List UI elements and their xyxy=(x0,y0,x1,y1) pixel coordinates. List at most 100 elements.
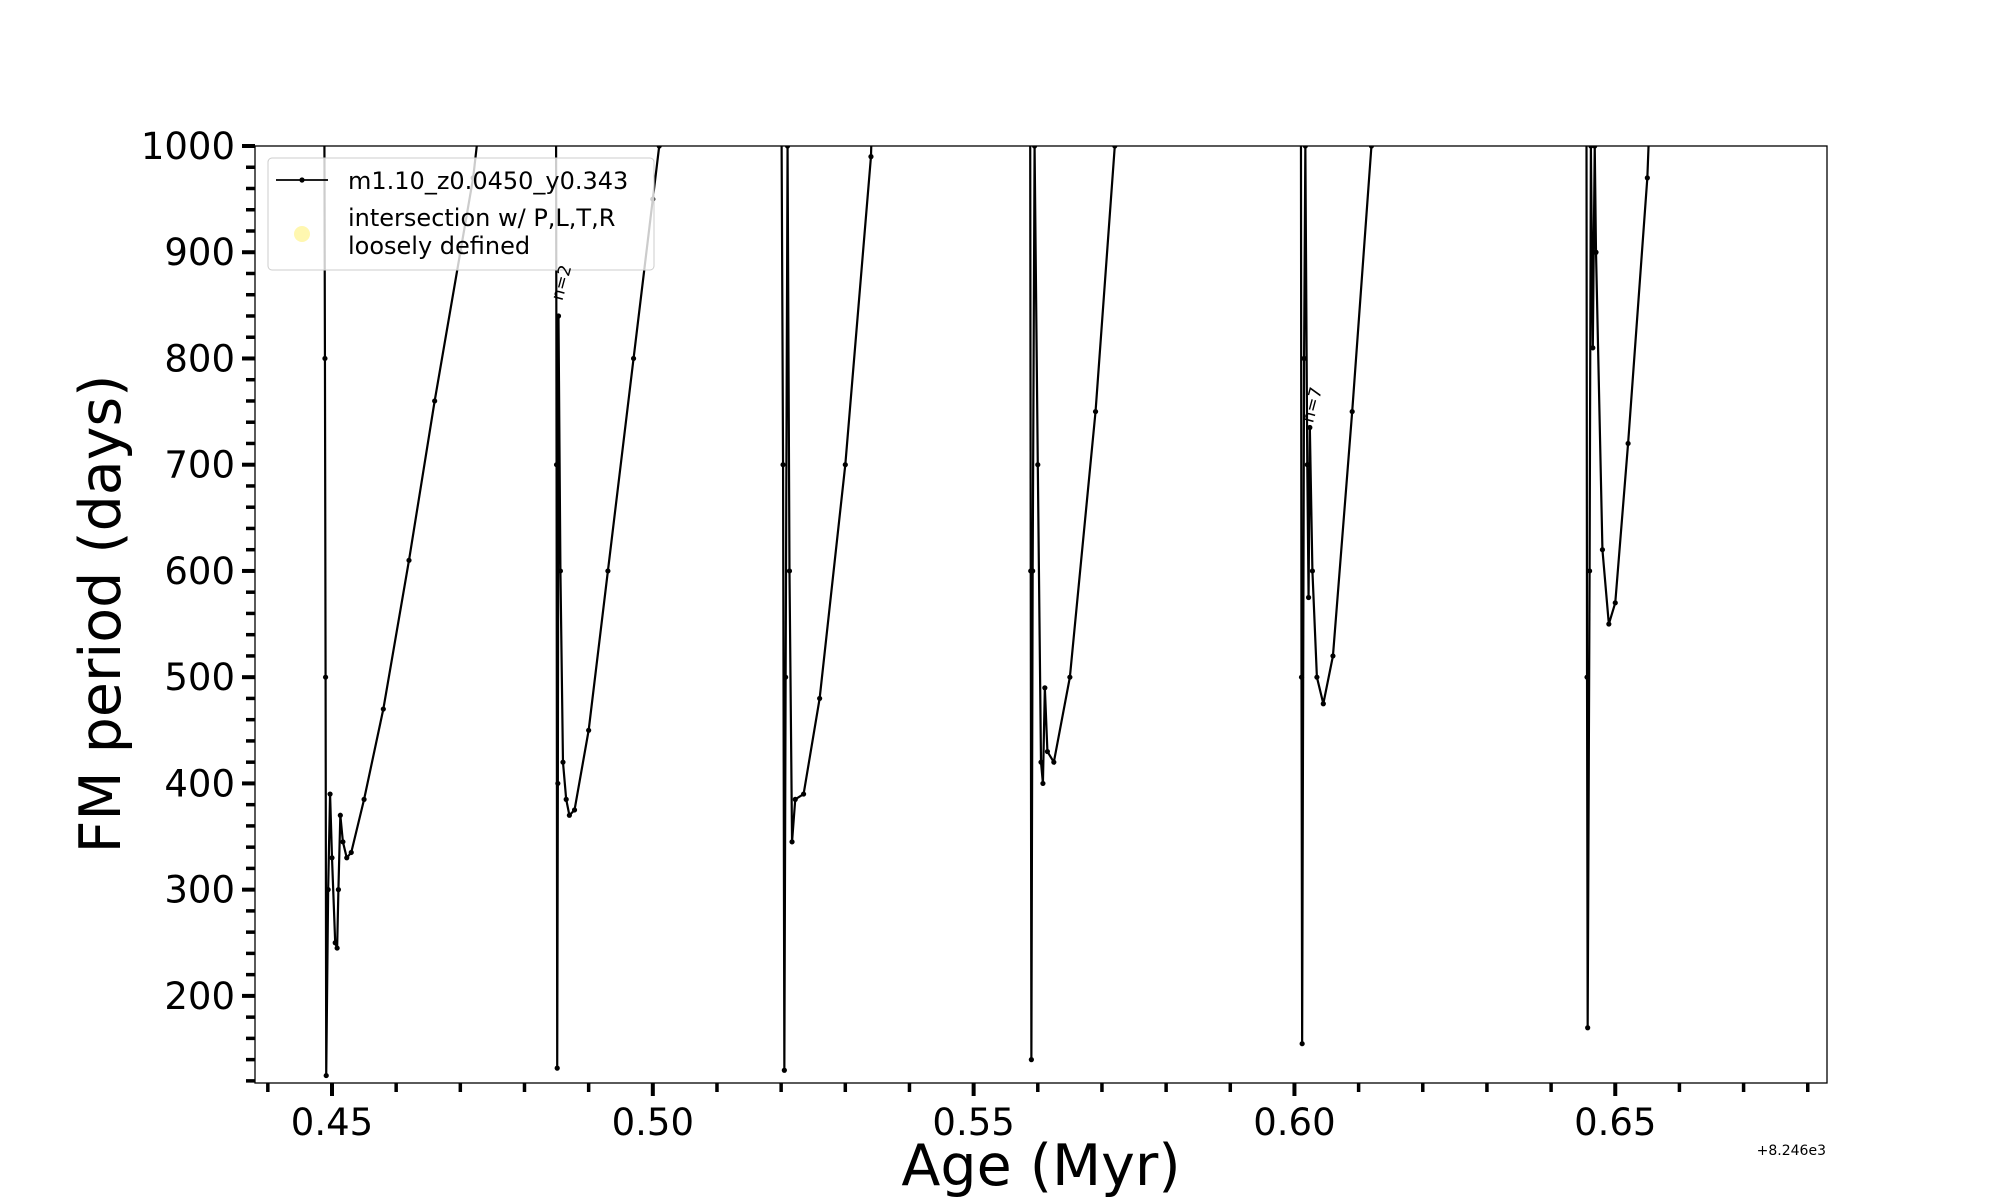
data-point xyxy=(1320,701,1326,707)
data-point xyxy=(322,674,329,680)
data-point xyxy=(1092,408,1099,415)
y-tick-label: 600 xyxy=(164,550,235,593)
data-point xyxy=(480,90,485,95)
data-point xyxy=(557,568,564,574)
data-point xyxy=(361,796,367,802)
data-point xyxy=(1612,600,1618,606)
y-tick-label: 500 xyxy=(164,656,235,699)
legend-marker xyxy=(299,177,305,183)
data-point xyxy=(322,355,328,362)
data-point xyxy=(656,146,662,149)
data-point xyxy=(789,839,795,845)
y-tick-label: 1000 xyxy=(141,125,235,168)
data-point xyxy=(566,812,573,818)
data-point xyxy=(800,791,807,797)
data-point xyxy=(553,37,558,42)
x-offset-label: +8.246e3 xyxy=(1757,1143,1826,1159)
data-point xyxy=(1588,146,1594,149)
data-point xyxy=(322,90,327,95)
data-point xyxy=(630,355,637,362)
legend-label: loosely defined xyxy=(348,232,530,260)
data-point xyxy=(842,462,848,468)
data-point xyxy=(783,674,789,680)
x-tick-label: 0.60 xyxy=(1253,1101,1335,1144)
data-point xyxy=(1625,440,1631,447)
data-point xyxy=(872,37,877,42)
data-point xyxy=(1314,674,1320,680)
data-point xyxy=(1584,674,1590,680)
data-point xyxy=(1648,90,1653,95)
x-tick-label: 0.55 xyxy=(932,1101,1014,1144)
legend-marker xyxy=(294,226,310,242)
legend-frame xyxy=(267,157,655,271)
data-point xyxy=(1349,408,1355,415)
data-point xyxy=(380,706,386,712)
data-point xyxy=(1307,424,1313,431)
data-point xyxy=(1298,37,1303,42)
data-point xyxy=(663,37,668,42)
data-point xyxy=(1592,146,1598,149)
data-point xyxy=(1644,175,1650,181)
data-point xyxy=(1298,674,1305,680)
data-point xyxy=(868,154,874,160)
data-point xyxy=(334,945,340,951)
y-tick-label: 900 xyxy=(164,231,235,274)
data-point xyxy=(1606,621,1612,627)
data-point xyxy=(605,568,611,574)
data-point xyxy=(1305,594,1312,601)
data-point xyxy=(1368,146,1375,149)
x-axis-label: Age (Myr) xyxy=(901,1133,1180,1199)
data-point xyxy=(781,1067,787,1073)
data-point xyxy=(1035,462,1041,468)
y-tick-label: 300 xyxy=(164,869,235,912)
data-point xyxy=(1585,1025,1591,1031)
data-point xyxy=(335,887,342,893)
data-point xyxy=(1051,759,1057,765)
data-point xyxy=(1115,37,1120,42)
data-point xyxy=(1302,146,1308,149)
data-point xyxy=(1593,249,1599,255)
y-tick-label: 200 xyxy=(164,975,235,1018)
data-point xyxy=(1304,462,1310,468)
data-point xyxy=(1042,685,1048,691)
y-tick-label: 400 xyxy=(164,762,235,805)
data-point xyxy=(1027,37,1032,42)
data-point xyxy=(555,780,561,787)
data-point xyxy=(1028,1057,1034,1063)
data-point xyxy=(348,849,354,856)
data-point xyxy=(332,940,338,946)
data-point xyxy=(337,812,343,818)
data-point xyxy=(1590,345,1596,351)
data-point xyxy=(786,568,793,574)
x-tick-label: 0.45 xyxy=(291,1101,373,1144)
plot-area xyxy=(322,37,1653,1079)
data-point xyxy=(325,887,331,893)
legend-label: intersection w/ P,L,T,R xyxy=(348,204,615,232)
data-point xyxy=(329,855,335,861)
x-tick-label: 0.65 xyxy=(1574,1101,1656,1144)
plot-frame xyxy=(254,145,1828,1084)
data-point xyxy=(784,146,791,149)
data-point xyxy=(1040,780,1046,787)
x-tick-label: 0.50 xyxy=(612,1101,694,1144)
data-point xyxy=(1031,146,1038,149)
data-point xyxy=(1067,674,1073,680)
legend: m1.10_z0.0450_y0.343 intersection w/ P,L,… xyxy=(267,157,655,271)
data-point xyxy=(563,796,569,802)
data-point xyxy=(571,807,578,813)
data-point xyxy=(340,839,346,845)
data-point xyxy=(779,37,784,42)
data-point xyxy=(1309,568,1316,574)
data-point xyxy=(344,855,350,861)
legend-label: m1.10_z0.0450_y0.343 xyxy=(348,167,628,195)
data-point xyxy=(1038,759,1044,765)
data-point xyxy=(780,462,786,468)
data-point xyxy=(792,796,798,802)
data-point xyxy=(1112,146,1118,149)
series-line xyxy=(323,146,1650,1076)
y-axis-label: FM period (days) xyxy=(68,375,134,854)
data-point xyxy=(1599,547,1606,553)
data-point xyxy=(1299,1041,1305,1047)
data-point xyxy=(1330,653,1336,659)
